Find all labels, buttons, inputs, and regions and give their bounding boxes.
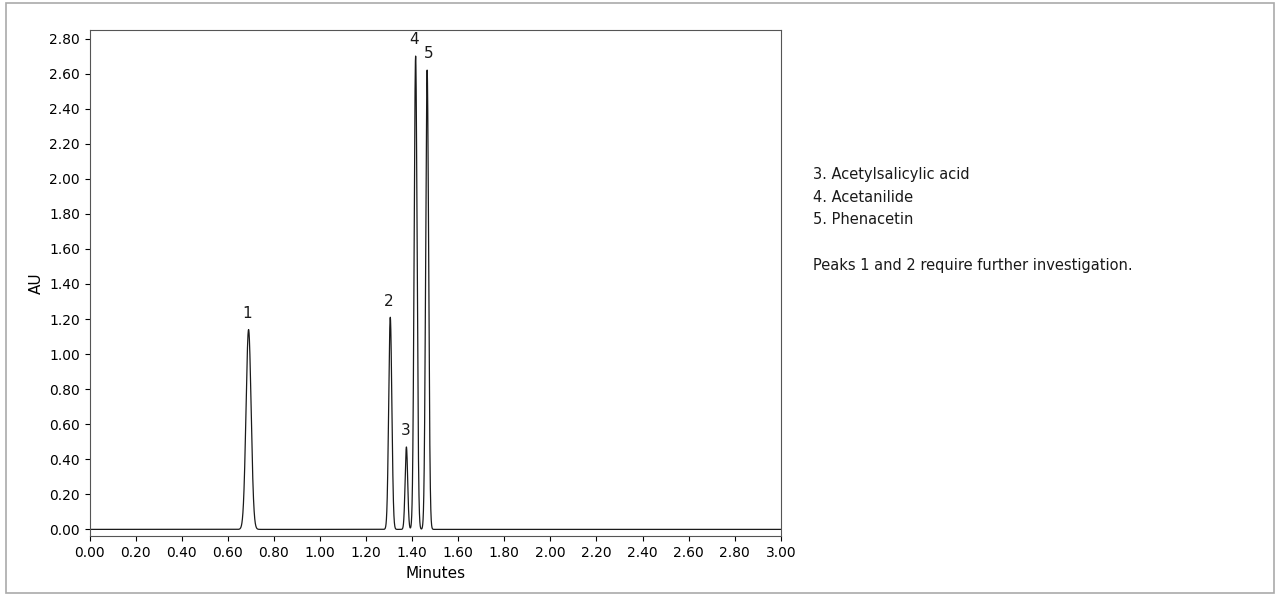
Text: 3: 3	[401, 423, 410, 438]
Text: 2: 2	[384, 293, 394, 309]
X-axis label: Minutes: Minutes	[406, 566, 465, 581]
Text: 4: 4	[410, 32, 420, 47]
Text: 5: 5	[424, 46, 433, 61]
Y-axis label: AU: AU	[28, 272, 44, 294]
Text: 1: 1	[243, 306, 252, 321]
Text: 3. Acetylsalicylic acid
4. Acetanilide
5. Phenacetin

Peaks 1 and 2 require furt: 3. Acetylsalicylic acid 4. Acetanilide 5…	[813, 167, 1133, 273]
